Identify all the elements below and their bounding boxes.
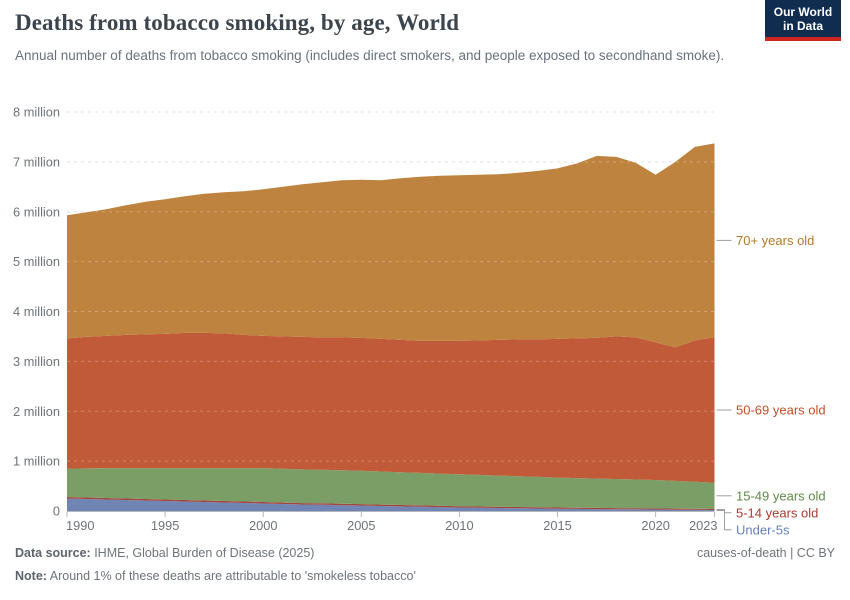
area-15-49-years-old[interactable]: [67, 468, 715, 509]
series-label-under-5s[interactable]: Under-5s: [736, 522, 790, 537]
y-axis-tick-label: 3 million: [13, 354, 60, 369]
chart-subtitle: Annual number of deaths from tobacco smo…: [15, 48, 725, 63]
x-axis-tick-label: 2010: [445, 518, 473, 533]
series-label-15-49-years-old[interactable]: 15-49 years old: [736, 488, 826, 503]
note-value: Around 1% of these deaths are attributab…: [46, 569, 416, 583]
note-label: Note:: [15, 569, 47, 583]
area-70-years-old[interactable]: [67, 143, 715, 348]
x-axis-tick-label: 2015: [543, 518, 571, 533]
series-label-5-14-years-old[interactable]: 5-14 years old: [736, 505, 818, 520]
series-label-connector: [716, 510, 732, 531]
x-axis-tick-label: 2005: [347, 518, 375, 533]
chart-header: Deaths from tobacco smoking, by age, Wor…: [15, 10, 835, 65]
area-under-5s[interactable]: [67, 498, 715, 512]
series-labels: 70+ years old 50-69 years old 15-49 years …: [716, 233, 826, 537]
y-axis-tick-label: 2 million: [13, 404, 60, 419]
y-axis-tick-label: 4 million: [13, 304, 60, 319]
x-axis-tick-label: 1990: [66, 518, 94, 533]
gridlines-overlay: [67, 111, 715, 462]
data-source-label: Data source:: [15, 546, 91, 560]
data-source-value: IHME, Global Burden of Disease (2025): [90, 546, 315, 560]
chart-footer: Data source: IHME, Global Burden of Dise…: [15, 546, 835, 583]
owid-logo-text: Our World in Data: [765, 0, 841, 38]
owid-logo[interactable]: Our World in Data: [765, 0, 841, 42]
owid-logo-accent-bar: [765, 37, 841, 42]
x-axis-tick-label: 2023: [689, 518, 717, 533]
y-axis-tick-label: 7 million: [13, 154, 60, 169]
series-label-50-69-years-old[interactable]: 50-69 years old: [736, 403, 826, 418]
note-line: Note: Around 1% of these deaths are attr…: [15, 569, 416, 583]
owid-logo-line1: Our World: [773, 5, 833, 19]
y-axis-tick-label: 6 million: [13, 204, 60, 219]
area-50-69-years-old[interactable]: [67, 332, 715, 483]
x-axis-tick-label: 1995: [151, 518, 179, 533]
x-axis-tick-label: 2020: [641, 518, 669, 533]
series-label-70-years-old[interactable]: 70+ years old: [736, 233, 814, 248]
owid-logo-line2: in Data: [782, 19, 823, 34]
y-axis-tick-label: 5 million: [13, 254, 60, 269]
data-source-line: Data source: IHME, Global Burden of Dise…: [15, 546, 314, 560]
y-axis: 0 1 million 2 million 3 million 4 million 5 m…: [13, 105, 60, 519]
license-text[interactable]: causes-of-death | CC BY: [696, 546, 835, 560]
x-axis-tick-label: 2000: [249, 518, 277, 533]
y-axis-tick-label: 0: [53, 504, 60, 519]
y-axis-tick-label: 8 million: [13, 105, 60, 120]
y-axis-tick-label: 1 million: [13, 454, 60, 469]
page-title: Deaths from tobacco smoking, by age, Wor…: [15, 10, 460, 35]
area-5-14-years-old[interactable]: [67, 497, 715, 510]
x-axis: 1990 1995 2000 2005 2010 2015 2020 2023: [66, 512, 718, 533]
